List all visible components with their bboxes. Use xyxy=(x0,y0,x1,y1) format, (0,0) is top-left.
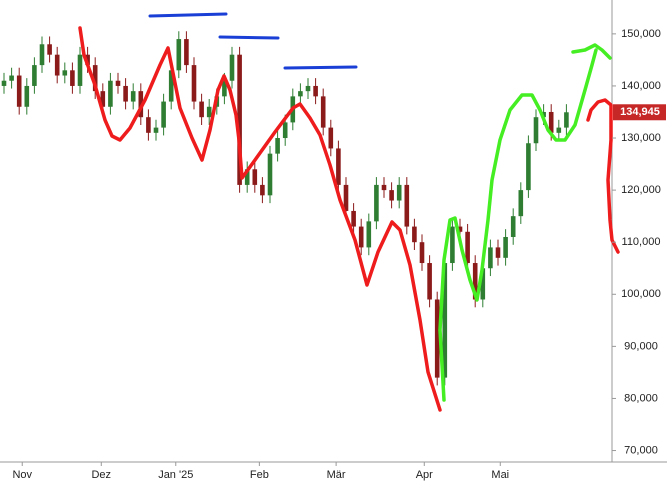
candle-body xyxy=(176,39,182,71)
x-tick-label: Nov xyxy=(12,469,32,481)
candle-body xyxy=(518,190,524,217)
candle-body xyxy=(442,263,448,378)
annotations xyxy=(78,12,620,412)
x-tick-label: Dez xyxy=(91,469,111,481)
candle-body xyxy=(533,117,539,144)
candle-body xyxy=(358,226,364,248)
candle-body xyxy=(191,65,197,102)
candle-body xyxy=(419,242,425,264)
drawn-curve xyxy=(586,98,620,254)
y-tick-label: 80,000 xyxy=(624,392,658,404)
candle-body xyxy=(54,54,60,76)
drawn-line xyxy=(148,12,358,70)
x-tick-label: Apr xyxy=(416,469,433,481)
candle-body xyxy=(328,127,334,149)
candle-body xyxy=(32,65,37,86)
candle-body xyxy=(526,143,531,191)
last-price-label: 134,945 xyxy=(620,106,660,118)
candle-body xyxy=(450,226,455,264)
candle-body xyxy=(229,54,235,81)
candle-body xyxy=(244,169,250,185)
candle-body xyxy=(39,44,45,66)
candle-body xyxy=(237,54,242,185)
y-tick-label: 110,000 xyxy=(622,236,661,248)
candle-body xyxy=(343,184,349,211)
candle-body xyxy=(222,80,227,97)
candle-body xyxy=(480,268,486,300)
candle-body xyxy=(427,263,432,300)
candle-body xyxy=(389,190,394,201)
candle-body xyxy=(9,75,14,81)
candle-body xyxy=(206,106,212,118)
candle-body xyxy=(465,231,470,264)
candle-body xyxy=(488,247,493,269)
candle-body xyxy=(298,91,303,97)
candle-body xyxy=(260,184,265,196)
candle-body xyxy=(320,96,326,128)
candle-body xyxy=(199,101,204,118)
candle-body xyxy=(47,44,52,55)
x-tick-label: Mär xyxy=(327,469,346,481)
candle-body xyxy=(275,138,280,154)
candle-body xyxy=(115,80,121,86)
candles xyxy=(1,31,569,386)
drawn-curve xyxy=(78,26,442,412)
y-tick-label: 130,000 xyxy=(621,132,661,144)
candle-body xyxy=(267,153,273,196)
candle-body xyxy=(366,221,372,248)
candle-body xyxy=(16,75,22,107)
x-tick-label: Mai xyxy=(491,469,509,481)
candle-body xyxy=(548,111,554,133)
drawn-curve xyxy=(571,43,612,60)
candle-body xyxy=(472,263,478,300)
candle-body xyxy=(556,127,562,133)
candle-body xyxy=(153,127,159,133)
candle-body xyxy=(62,70,68,76)
y-tick-label: 120,000 xyxy=(621,184,661,196)
candle-body xyxy=(123,85,128,102)
drawn-curve xyxy=(438,48,598,402)
candle-body xyxy=(100,91,106,107)
candle-body xyxy=(404,184,410,227)
y-tick-label: 150,000 xyxy=(621,28,661,40)
candle-body xyxy=(146,117,151,133)
y-tick-label: 140,000 xyxy=(621,80,661,92)
candle-body xyxy=(161,101,166,128)
y-tick-label: 90,000 xyxy=(624,340,658,352)
candle-body xyxy=(168,70,174,102)
candle-body xyxy=(252,169,258,185)
candle-body xyxy=(130,91,136,102)
candle-body xyxy=(510,216,516,237)
candle-body xyxy=(336,148,341,185)
candle-body xyxy=(305,85,311,92)
candle-body xyxy=(412,226,417,243)
y-tick-label: 100,000 xyxy=(621,288,661,300)
candle-body xyxy=(108,80,113,107)
candle-body xyxy=(70,70,75,86)
candle-body xyxy=(381,184,387,191)
last-price-box xyxy=(613,104,666,121)
candle-body xyxy=(434,299,440,378)
candle-body xyxy=(92,65,98,92)
y-tick-label: 70,000 xyxy=(624,444,658,456)
x-tick-label: Jan '25 xyxy=(158,469,193,481)
candle-body xyxy=(495,247,501,258)
candle-body xyxy=(374,184,379,222)
candle-body xyxy=(457,226,463,232)
candle-body xyxy=(282,122,288,139)
candle-body xyxy=(503,236,508,258)
candle-body xyxy=(351,210,356,227)
candle-body xyxy=(396,184,402,201)
candle-body xyxy=(184,39,189,66)
candle-body xyxy=(24,85,30,107)
candle-body xyxy=(77,54,83,86)
candle-body xyxy=(1,80,7,86)
candle-body xyxy=(313,85,318,97)
x-tick-label: Feb xyxy=(250,469,269,481)
candle-body xyxy=(564,112,569,128)
